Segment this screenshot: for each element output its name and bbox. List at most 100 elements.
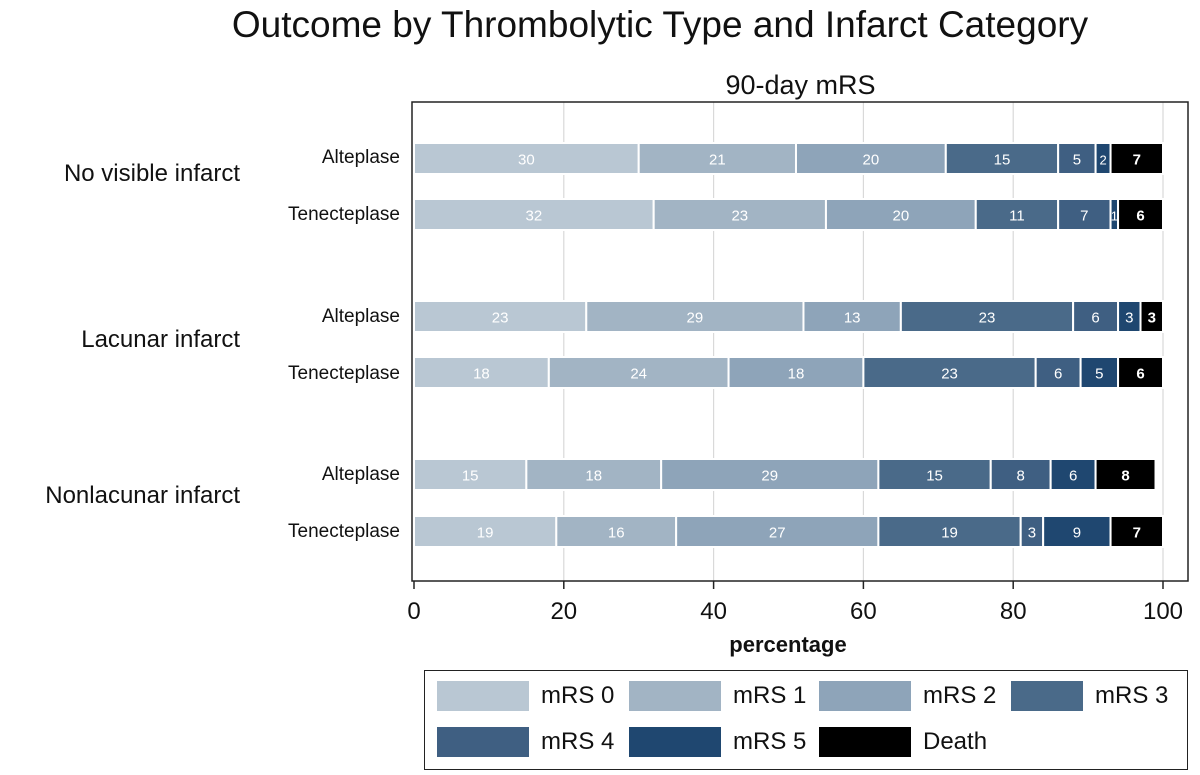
bar-label-g2-r0-mrs4: 8: [1017, 468, 1025, 485]
bar-label-g1-r1-mrs1: 24: [630, 366, 647, 383]
legend-item-death: Death: [819, 727, 987, 757]
bar-label-g0-r0-mrs1: 21: [709, 152, 726, 169]
bar-segment-g1-r1-mrs4: [1034, 356, 1082, 389]
group-label-no-visible-infarct: No visible infarct: [63, 160, 240, 187]
bar-label-g1-r0-mrs0: 23: [492, 310, 509, 327]
bar-label-g1-r0-mrs3: 23: [979, 310, 996, 327]
legend-item-mrs3: mRS 3: [1011, 681, 1168, 711]
bar-segment-g2-r1-mrs3: [877, 515, 1022, 548]
bar-segment-g1-r0-death: [1139, 300, 1165, 333]
legend-swatch-mrs5: [629, 727, 721, 757]
bar-label-g0-r1-mrs1: 23: [731, 208, 748, 225]
x-axis-label: percentage: [729, 632, 847, 657]
row-label-lacunar-tenecteplase: Tenecteplase: [288, 363, 400, 384]
legend-label-mrs4: mRS 4: [541, 728, 615, 755]
legend-item-mrs0: mRS 0: [437, 681, 614, 711]
legend: mRS 0 mRS 1 mRS 2 mRS 3 mRS 4 mRS 5 Deat…: [424, 670, 1188, 770]
legend-label-mrs3: mRS 3: [1095, 682, 1169, 709]
bar-label-g0-r0-mrs4: 5: [1073, 152, 1081, 169]
x-tick-label-60: 60: [850, 598, 877, 625]
bar-segment-g2-r1-mrs5: [1042, 515, 1112, 548]
x-tick-label-80: 80: [1000, 598, 1027, 625]
legend-label-death: Death: [923, 728, 988, 755]
bar-label-g2-r1-mrs2: 27: [769, 525, 786, 542]
legend-item-mrs2: mRS 2: [819, 681, 996, 711]
bar-segment-g1-r0-mrs0: [413, 300, 588, 333]
bar-label-g2-r0-mrs2: 29: [761, 468, 778, 485]
bar-label-g0-r1-mrs2: 20: [893, 208, 910, 225]
legend-swatch-mrs1: [629, 681, 721, 711]
bar-label-g1-r0-mrs4: 6: [1091, 310, 1099, 327]
legend-label-mrs5: mRS 5: [733, 728, 807, 755]
bar-segment-g1-r1-death: [1117, 356, 1165, 389]
bar-label-g2-r1-mrs0: 19: [477, 525, 494, 542]
legend-label-mrs2: mRS 2: [923, 682, 997, 709]
bar-label-g1-r1-mrs0: 18: [473, 366, 490, 383]
bar-label-g1-r0-mrs2: 13: [844, 310, 861, 327]
bar-label-g2-r0-mrs0: 15: [462, 468, 479, 485]
bar-label-g2-r1-mrs3: 19: [941, 525, 958, 542]
bar-label-g1-r1-mrs5: 5: [1095, 366, 1103, 383]
row-label-nonlacunar-alteplase: Alteplase: [321, 464, 400, 485]
bar-segment-g0-r0-mrs1: [637, 142, 797, 175]
bar-segment-g2-r1-mrs2: [675, 515, 880, 548]
row-label-no-visible-alteplase: Alteplase: [321, 147, 400, 168]
x-tick-label-0: 0: [407, 598, 420, 625]
row-label-nonlacunar-tenecteplase: Tenecteplase: [288, 521, 400, 542]
bar-segment-g0-r0-mrs2: [794, 142, 947, 175]
x-tick-label-40: 40: [700, 598, 727, 625]
row-label-no-visible-tenecteplase: Tenecteplase: [288, 204, 400, 225]
bar-label-g0-r1-mrs4: 7: [1080, 208, 1088, 225]
bar-label-g2-r1-death: 7: [1133, 525, 1141, 542]
legend-swatch-mrs0: [437, 681, 529, 711]
bar-label-g2-r1-mrs1: 16: [608, 525, 625, 542]
bar-segment-g0-r1-mrs4: [1057, 198, 1112, 231]
bar-label-g2-r0-mrs3: 15: [926, 468, 943, 485]
bar-label-g1-r0-mrs1: 29: [687, 310, 704, 327]
bar-label-g1-r1-mrs3: 23: [941, 366, 958, 383]
x-tick-label-20: 20: [550, 598, 577, 625]
bar-segment-g0-r1-death: [1117, 198, 1165, 231]
bar-label-g1-r0-death: 3: [1148, 310, 1156, 327]
bar-segment-g2-r0-mrs5: [1049, 458, 1097, 491]
legend-swatch-mrs3: [1011, 681, 1083, 711]
bar-label-g2-r0-mrs1: 18: [585, 468, 602, 485]
bar-label-g1-r1-mrs2: 18: [788, 366, 805, 383]
chart-subtitle: 90-day mRS: [725, 70, 876, 100]
bar-segment-g2-r0-mrs3: [877, 458, 992, 491]
chart-title: Outcome by Thrombolytic Type and Infarct…: [231, 4, 1089, 45]
bar-label-g0-r1-mrs0: 32: [525, 208, 542, 225]
bar-segment-g0-r0-mrs3: [944, 142, 1060, 175]
bar-segment-g2-r0-mrs1: [525, 458, 663, 491]
legend-item-mrs1: mRS 1: [629, 681, 806, 711]
bar-segment-g2-r1-mrs0: [413, 515, 558, 548]
legend-swatch-mrs4: [437, 727, 529, 757]
x-tick-label-100: 100: [1143, 598, 1183, 625]
plot-frame: [411, 101, 1189, 582]
bar-label-g2-r0-death: 8: [1121, 468, 1129, 485]
bar-label-g0-r1-death: 6: [1136, 208, 1144, 225]
bar-label-g0-r0-mrs5: 2: [1099, 153, 1106, 168]
bar-segment-g2-r1-death: [1109, 515, 1164, 548]
bar-label-g0-r0-mrs2: 20: [863, 152, 880, 169]
bar-label-g0-r0-mrs3: 15: [994, 152, 1011, 169]
group-label-nonlacunar-infarct: Nonlacunar infarct: [45, 482, 240, 509]
bar-label-g1-r1-mrs4: 6: [1054, 366, 1062, 383]
legend-swatch-death: [819, 727, 911, 757]
bar-label-g2-r1-mrs4: 3: [1028, 525, 1036, 542]
group-label-lacunar-infarct: Lacunar infarct: [81, 326, 240, 353]
bar-segment-g2-r0-death: [1094, 458, 1157, 491]
bar-label-g0-r1-mrs5: 1: [1111, 209, 1118, 224]
bar-segment-g0-r0-death: [1109, 142, 1164, 175]
bar-segment-g1-r1-mrs3: [862, 356, 1037, 389]
bar-label-g2-r1-mrs5: 9: [1073, 525, 1081, 542]
bar-label-g0-r1-mrs3: 11: [1009, 208, 1025, 225]
bar-label-g2-r0-mrs5: 6: [1069, 468, 1077, 485]
legend-swatch-mrs2: [819, 681, 911, 711]
bar-segment-g1-r0-mrs1: [585, 300, 805, 333]
bar-label-g0-r0-mrs0: 30: [518, 152, 535, 169]
bar-segment-g1-r1-mrs2: [727, 356, 865, 389]
row-label-lacunar-alteplase: Alteplase: [321, 306, 400, 327]
bar-label-g0-r0-death: 7: [1133, 152, 1141, 169]
